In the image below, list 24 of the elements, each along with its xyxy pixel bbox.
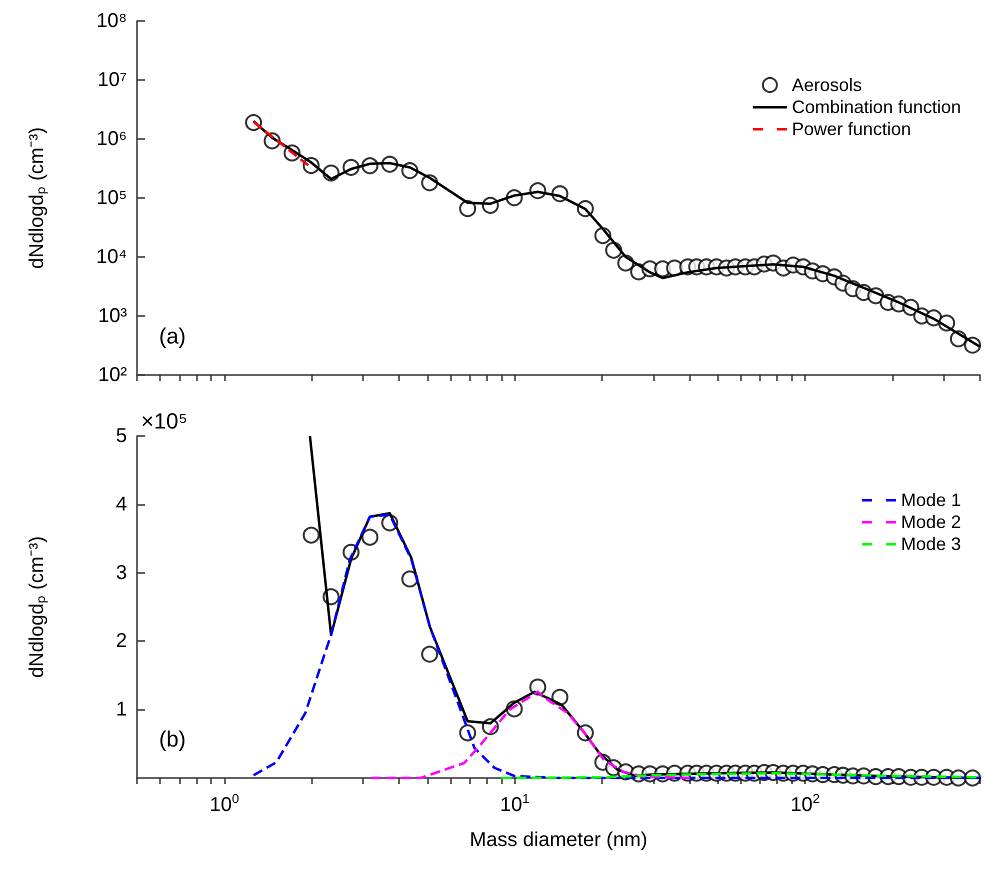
- annotation: (b): [159, 726, 186, 752]
- y-axis-title: dNdlogdₚ (cm⁻³): [26, 536, 48, 678]
- legend-label: Mode 3: [900, 534, 962, 554]
- y-axis-title: dNdlogdₚ (cm⁻³): [26, 127, 48, 269]
- y-tick-label: 5: [116, 425, 127, 447]
- y-tick-label: 4: [116, 493, 127, 516]
- y-tick-label: 10⁸: [96, 10, 127, 32]
- legend-label: Mode 2: [900, 512, 962, 532]
- y-tick-label: 10²: [98, 364, 128, 386]
- y-tick-label: 10⁷: [98, 69, 127, 91]
- y-tick-label: 10⁵: [96, 187, 127, 209]
- y-tick-label: 3: [116, 562, 127, 584]
- y-tick-label: 10⁶: [96, 128, 127, 150]
- text: ×10⁵: [141, 408, 188, 434]
- legend-label: Combination function: [792, 97, 962, 117]
- annotation: (a): [159, 324, 186, 348]
- legend-label: Mode 1: [900, 490, 962, 510]
- y-tick-label: 1: [116, 698, 127, 721]
- y-tick-label: 10³: [98, 305, 128, 327]
- legend-label: Aerosols: [792, 75, 862, 95]
- x-axis-title: Mass diameter (nm): [470, 829, 648, 851]
- legend-label: Power function: [792, 119, 911, 139]
- y-tick-label: 10⁴: [96, 246, 127, 268]
- y-tick-label: 2: [116, 630, 127, 652]
